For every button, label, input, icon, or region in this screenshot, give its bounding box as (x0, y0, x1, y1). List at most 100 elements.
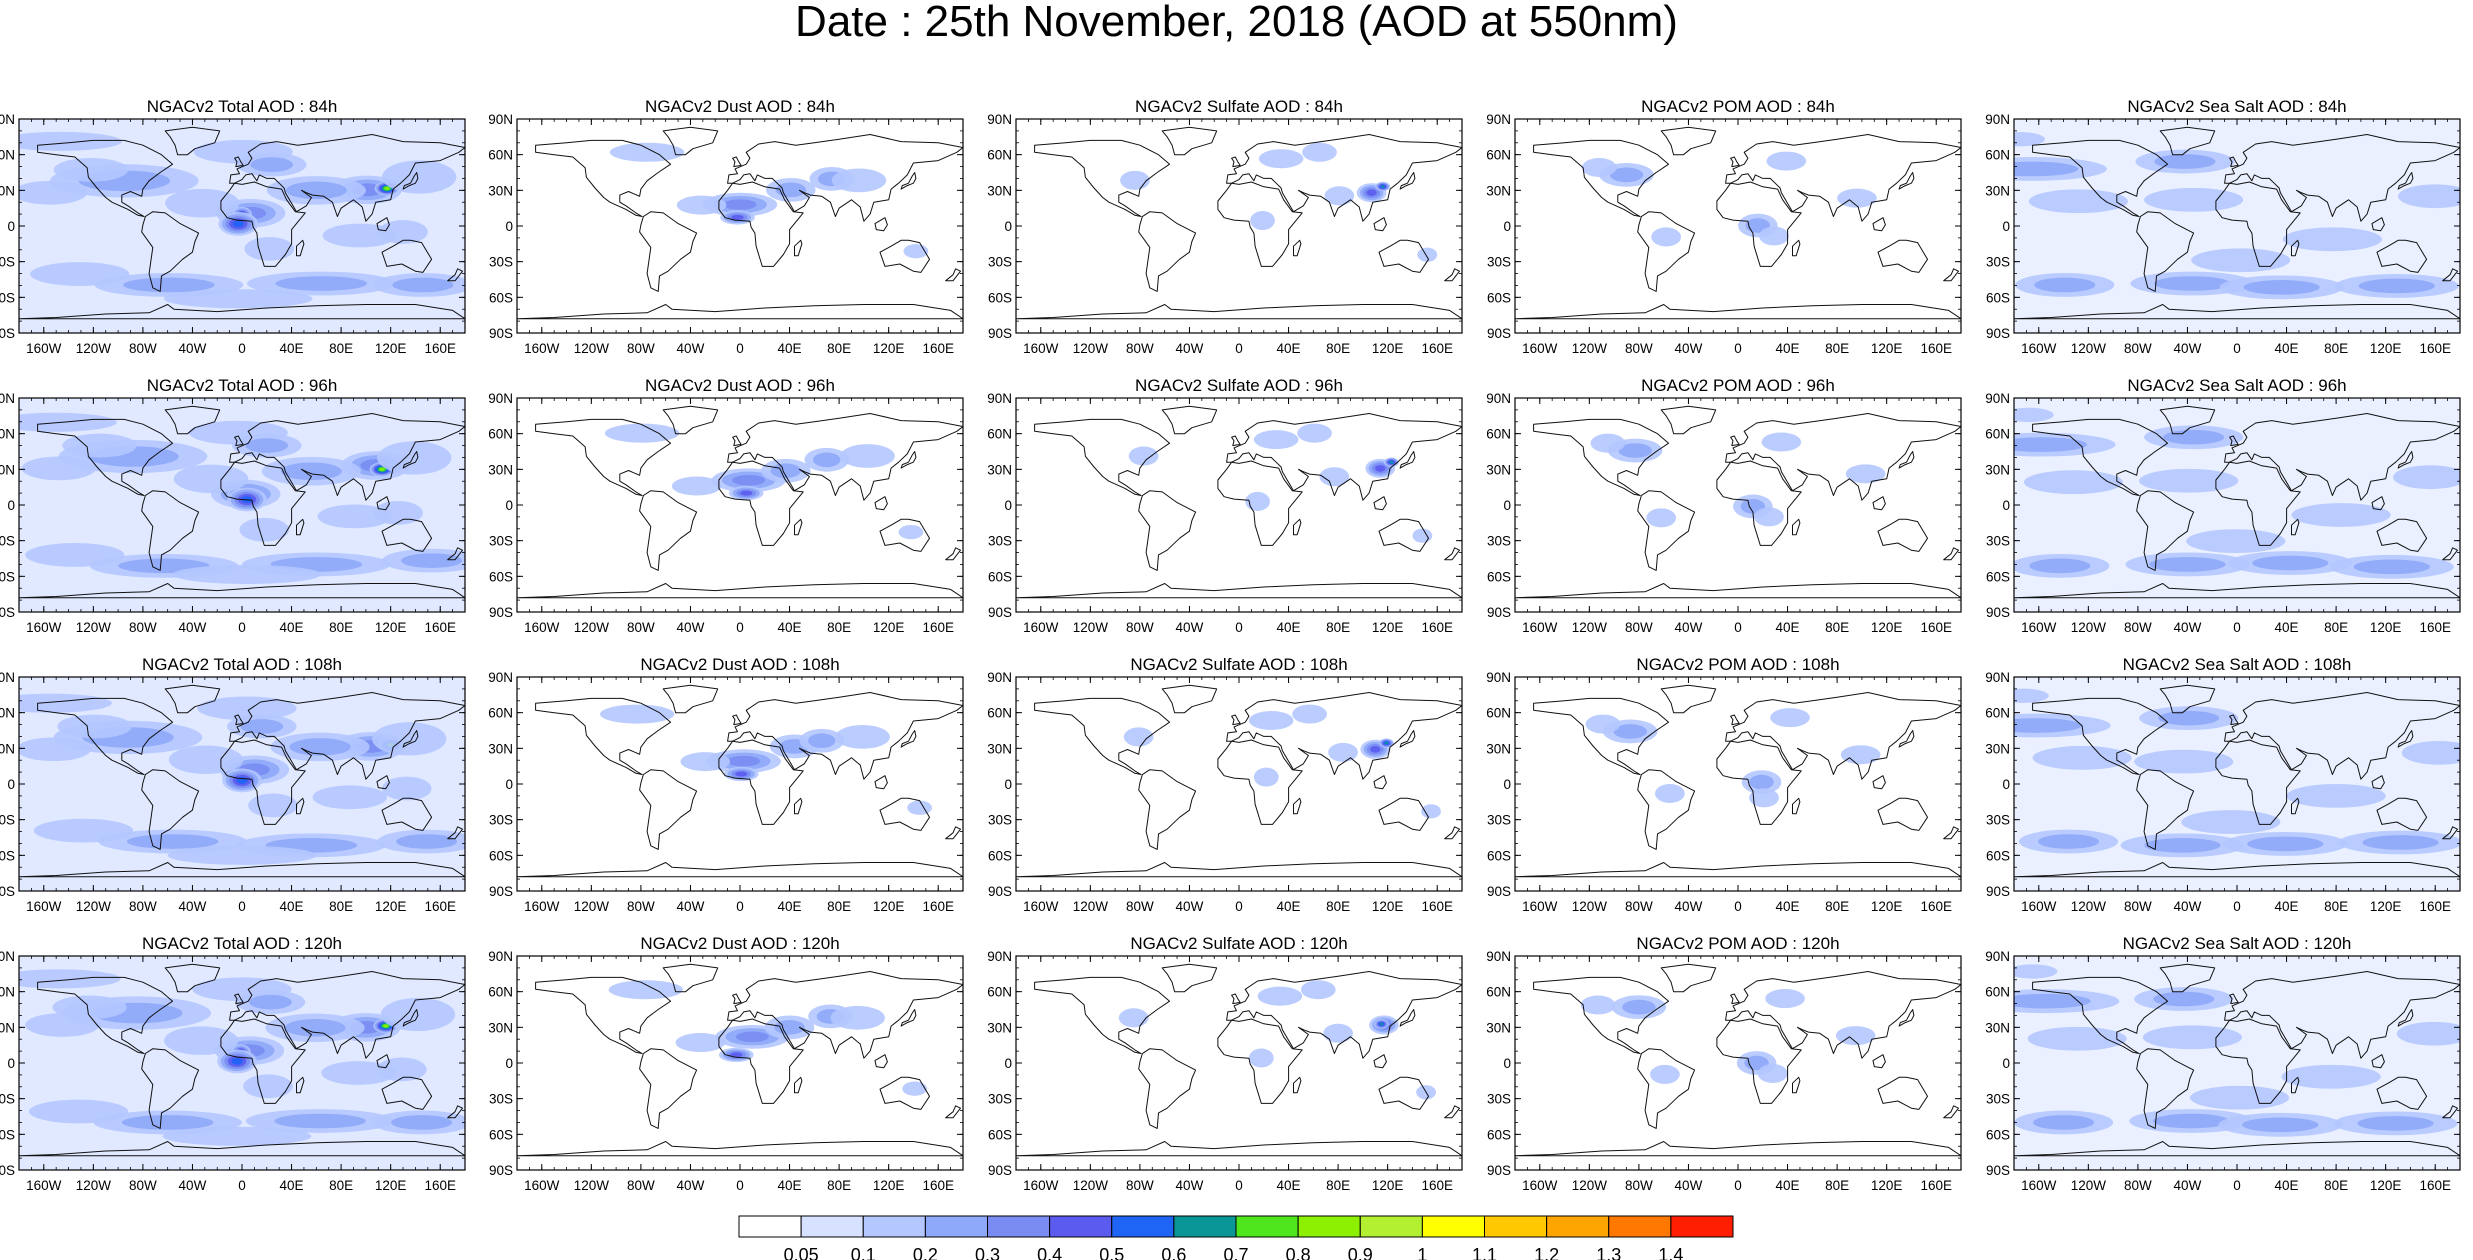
lat-tick-label: 60S (0, 290, 15, 305)
lat-tick-label: 30S (1986, 813, 2010, 828)
lat-tick-label: 0 (2002, 498, 2010, 513)
coastlines (1016, 963, 1462, 1157)
map-panel-2-1: NGACv2 Dust AOD : 108h 90N 60N 30N 0 30S 60S 90… (488, 655, 964, 914)
map-panel-3-2: NGACv2 Sulfate AOD : 120h 90N 60N 30N 0 30S 60… (987, 934, 1463, 1193)
lon-tick-label: 0 (1235, 341, 1243, 356)
lon-tick-label: 160E (1421, 341, 1453, 356)
lon-tick-label: 40E (1776, 1178, 1800, 1193)
panel-title: NGACv2 Sulfate AOD : 84h (1135, 97, 1343, 116)
lat-tick-label: 0 (1004, 219, 1012, 234)
lat-tick-label: 30S (988, 1092, 1012, 1107)
lon-tick-label: 80E (1326, 341, 1350, 356)
lon-tick-label: 120E (2370, 1178, 2402, 1193)
lat-tick-label: 90S (489, 1163, 513, 1178)
lat-tick-label: 90S (1487, 605, 1511, 620)
lat-tick-label: 60S (0, 848, 15, 863)
lon-tick-label: 0 (1734, 341, 1742, 356)
lon-tick-label: 160E (2419, 1178, 2451, 1193)
panel-title: NGACv2 Sea Salt AOD : 84h (2127, 97, 2346, 116)
panel-title: NGACv2 POM AOD : 84h (1641, 97, 1835, 116)
aod-field (19, 398, 465, 612)
lon-tick-label: 40W (179, 620, 207, 635)
lon-tick-label: 120W (2071, 341, 2107, 356)
colorbar-label: 0.2 (913, 1245, 938, 1260)
lon-tick-label: 160E (2419, 341, 2451, 356)
lon-tick-label: 160E (922, 341, 954, 356)
colorbar-bin (738, 1215, 802, 1238)
lon-tick-label: 40W (677, 620, 705, 635)
lon-tick-label: 160W (524, 899, 560, 914)
lon-tick-label: 120W (1572, 341, 1608, 356)
lat-tick-label: 0 (505, 498, 513, 513)
lon-tick-label: 120E (2370, 341, 2402, 356)
lat-tick-label: 0 (2002, 219, 2010, 234)
lon-tick-label: 40E (778, 899, 802, 914)
lat-tick-label: 30N (488, 1020, 513, 1035)
lat-tick-label: 0 (1004, 1056, 1012, 1071)
lon-tick-label: 40W (677, 341, 705, 356)
lon-tick-label: 80W (627, 899, 655, 914)
lat-tick-label: 60N (987, 706, 1012, 721)
map-panel-0-0: NGACv2 Total AOD : 84h 90N 60N 30N 0 30S 60S 90… (0, 97, 466, 356)
lon-tick-label: 0 (238, 899, 246, 914)
lat-tick-label: 90S (489, 326, 513, 341)
colorbar-bin (1421, 1215, 1485, 1238)
lat-tick-label: 30S (1986, 534, 2010, 549)
colorbar-label: 0.3 (975, 1245, 1000, 1260)
lon-tick-label: 80E (1825, 899, 1849, 914)
map-panel-2-3: NGACv2 POM AOD : 108h 90N 60N 30N 0 30S 60S 90S… (1486, 655, 1962, 914)
coastlines (1515, 963, 1961, 1157)
lat-tick-label: 30N (987, 462, 1012, 477)
lon-tick-label: 120W (2071, 1178, 2107, 1193)
map-panel-2-4: NGACv2 Sea Salt AOD : 108h 90N 60N 30N 0 30S 6… (1985, 655, 2461, 914)
lat-tick-label: 0 (1503, 777, 1511, 792)
lon-tick-label: 0 (736, 1178, 744, 1193)
lon-tick-label: 80W (627, 1178, 655, 1193)
lon-tick-label: 40E (778, 341, 802, 356)
lon-tick-label: 120W (574, 620, 610, 635)
lon-tick-label: 40E (280, 341, 304, 356)
lat-tick-label: 60N (1486, 985, 1511, 1000)
map-panel-0-3: NGACv2 POM AOD : 84h 90N 60N 30N 0 30S 60S 90S 1… (1486, 97, 1962, 356)
aod-field (600, 704, 933, 815)
coastlines (1515, 405, 1961, 599)
lat-tick-label: 90S (489, 884, 513, 899)
lat-tick-label: 30N (1486, 1020, 1511, 1035)
colorbar-label: 0.6 (1161, 1245, 1186, 1260)
lon-tick-label: 120E (1871, 341, 1903, 356)
aod-field (604, 423, 924, 540)
map-panel-0-4: NGACv2 Sea Salt AOD : 84h 90N 60N 30N 0 30S 60… (1985, 97, 2461, 356)
lon-tick-label: 0 (2233, 1178, 2241, 1193)
lon-tick-label: 120W (574, 341, 610, 356)
colorbar-bin (1297, 1215, 1361, 1238)
map-panel-3-3: NGACv2 POM AOD : 120h 90N 60N 30N 0 30S 60S 90S… (1486, 934, 1962, 1193)
lon-tick-label: 120W (1572, 1178, 1608, 1193)
colorbar-bin (1546, 1215, 1610, 1238)
lon-tick-label: 40E (280, 620, 304, 635)
aod-field (19, 119, 465, 333)
lon-tick-label: 80E (2324, 1178, 2348, 1193)
panel-title: NGACv2 Total AOD : 120h (142, 934, 342, 953)
lat-tick-label: 0 (7, 219, 15, 234)
lon-tick-label: 40E (778, 620, 802, 635)
lat-tick-label: 60N (987, 148, 1012, 163)
lat-tick-label: 60S (489, 1127, 513, 1142)
lat-tick-label: 0 (1004, 777, 1012, 792)
lat-tick-label: 0 (1004, 498, 1012, 513)
lat-tick-label: 30N (1985, 1020, 2010, 1035)
lon-tick-label: 0 (1235, 620, 1243, 635)
lon-tick-label: 80W (2124, 899, 2152, 914)
lat-tick-label: 60N (0, 148, 15, 163)
lat-tick-label: 90N (987, 949, 1012, 964)
colorbar-label: 1.1 (1472, 1245, 1497, 1260)
map-panel-0-2: NGACv2 Sulfate AOD : 84h 90N 60N 30N 0 30S 60S… (987, 97, 1463, 356)
lon-tick-label: 160W (1522, 341, 1558, 356)
lon-tick-label: 80W (129, 1178, 157, 1193)
lon-tick-label: 40W (677, 1178, 705, 1193)
lon-tick-label: 160W (524, 341, 560, 356)
lon-tick-label: 40W (2174, 620, 2202, 635)
lon-tick-label: 120W (76, 899, 112, 914)
lat-tick-label: 30N (0, 741, 15, 756)
lat-tick-label: 60S (1487, 290, 1511, 305)
lon-tick-label: 120E (1372, 341, 1404, 356)
